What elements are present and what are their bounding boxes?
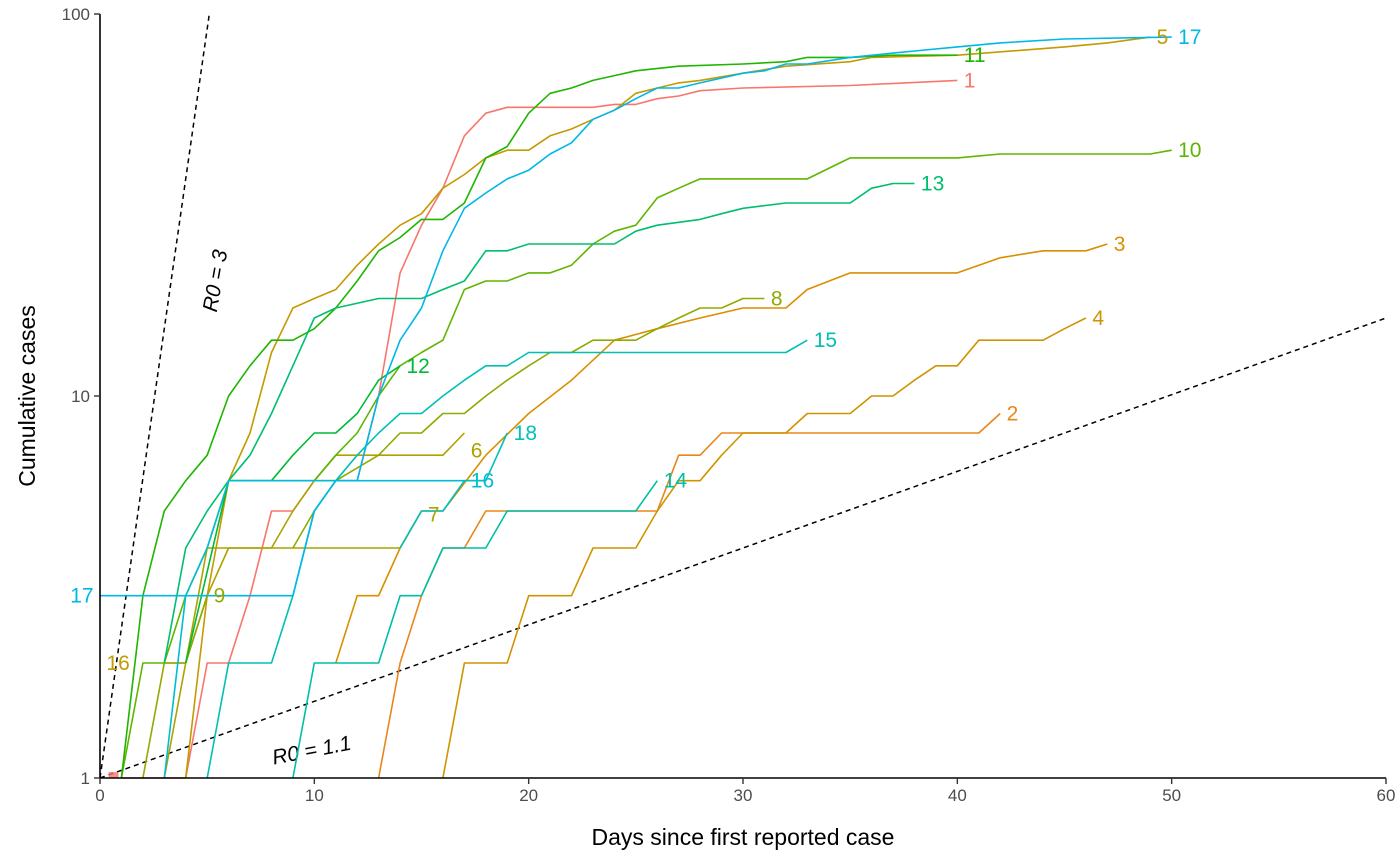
- series-label-6: 6: [471, 439, 483, 462]
- series-label-3: 3: [1114, 233, 1126, 256]
- series-line-7: [164, 510, 423, 664]
- origin-marker: [108, 772, 119, 778]
- series-lines: [100, 36, 1172, 779]
- y-axis-title: Cumulative cases: [14, 305, 40, 487]
- series-label-7: 7: [428, 503, 440, 526]
- series-label-13: 13: [921, 172, 944, 195]
- series-line-18: [399, 432, 508, 549]
- series-label-1: 1: [964, 69, 976, 92]
- reference-line: [99, 13, 211, 779]
- x-tick-label: 50: [1162, 786, 1181, 805]
- series-label-17: 17: [70, 585, 93, 608]
- axes: [99, 14, 1386, 779]
- x-tick-label: 30: [734, 786, 753, 805]
- series-line-8: [292, 297, 765, 549]
- series-line-17: [100, 36, 1172, 597]
- reference-label-r0-1-1: R0 = 1.1: [270, 732, 353, 770]
- series-label-10: 10: [1178, 139, 1201, 162]
- series-label-2: 2: [1007, 402, 1019, 425]
- reference-line: [99, 317, 1387, 779]
- series-label-16: 16: [106, 652, 129, 675]
- series-label-5: 5: [1157, 26, 1169, 49]
- ticks: 0 10 20 30 40 50 60 1 10 100: [62, 5, 1396, 805]
- series-line-13: [163, 182, 915, 664]
- x-tick-label: 40: [948, 786, 967, 805]
- series-line-5: [184, 36, 1151, 779]
- series-label-18: 18: [514, 422, 537, 445]
- series-line-6: [163, 432, 465, 779]
- x-axis-title: Days since first reported case: [592, 824, 895, 850]
- series-line-1: [121, 79, 958, 779]
- series-label-4: 4: [1092, 307, 1104, 330]
- series-line-14: [292, 480, 658, 779]
- reference-label-r0-3: R0 = 3: [199, 248, 233, 314]
- series-label-11: 11: [964, 44, 986, 67]
- series-label-17: 17: [1178, 26, 1201, 49]
- series-label-9: 9: [214, 585, 226, 608]
- series-line-2: [377, 412, 1001, 779]
- x-tick-label: 10: [305, 786, 324, 805]
- series-line-4: [442, 317, 1087, 779]
- series-line-16: [163, 479, 486, 779]
- series-label-14: 14: [664, 470, 688, 493]
- y-tick-label: 10: [71, 387, 90, 406]
- y-tick-label: 1: [81, 769, 90, 788]
- series-line-11: [120, 54, 958, 779]
- series-line-9: [142, 595, 208, 779]
- y-tick-label: 100: [62, 5, 90, 24]
- x-tick-label: 20: [519, 786, 538, 805]
- series-label-12: 12: [406, 355, 429, 378]
- x-tick-label: 0: [95, 786, 104, 805]
- series-label-16: 16: [471, 470, 494, 493]
- series-line-15: [206, 339, 808, 779]
- series-line-10: [120, 149, 1172, 779]
- x-tick-label: 60: [1377, 786, 1396, 805]
- series-line-3: [335, 243, 1108, 664]
- series-label-8: 8: [771, 287, 783, 310]
- reference-lines: R0 = 3 R0 = 1.1: [99, 13, 1387, 779]
- series-label-15: 15: [814, 329, 837, 352]
